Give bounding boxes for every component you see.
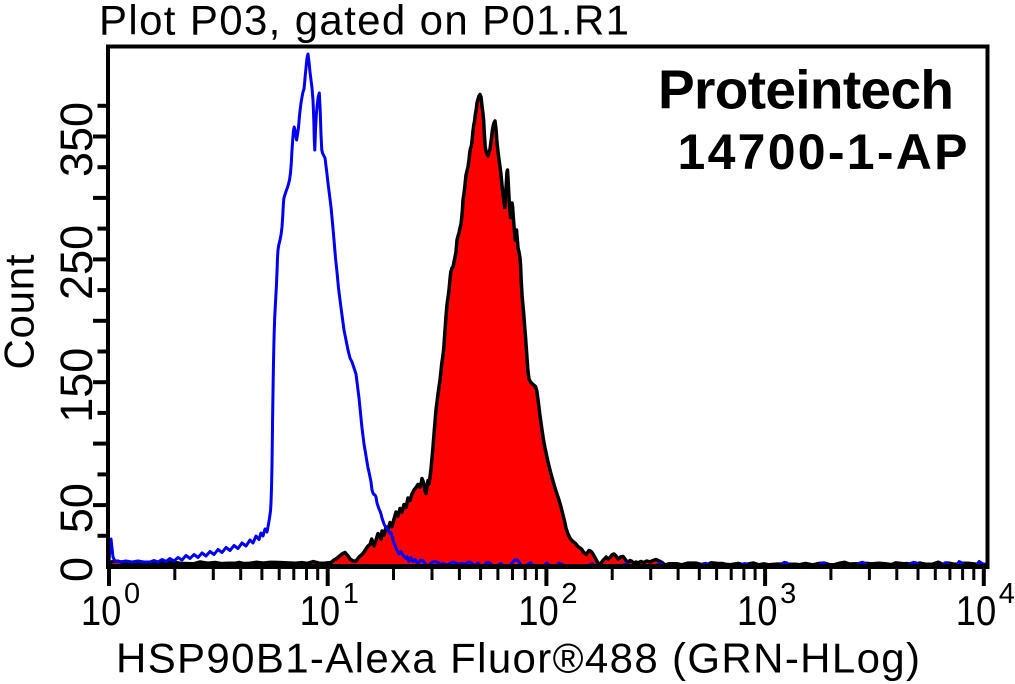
svg-text:4: 4 [999, 578, 1015, 610]
svg-text:HSP90B1-Alexa Fluor®488 (GRN-H: HSP90B1-Alexa Fluor®488 (GRN-HLog) [116, 635, 920, 682]
svg-text:10: 10 [956, 587, 997, 634]
svg-text:0: 0 [124, 578, 140, 610]
svg-text:0: 0 [51, 557, 102, 582]
svg-text:250: 250 [51, 225, 102, 300]
svg-text:Count: Count [0, 254, 43, 369]
svg-text:10: 10 [81, 587, 122, 634]
svg-text:1: 1 [343, 578, 359, 610]
svg-text:10: 10 [737, 587, 778, 634]
svg-text:10: 10 [518, 587, 559, 634]
svg-text:10: 10 [300, 587, 341, 634]
svg-text:50: 50 [51, 483, 102, 533]
svg-text:3: 3 [780, 578, 796, 610]
svg-text:14700-1-AP: 14700-1-AP [678, 124, 968, 180]
svg-text:Proteintech: Proteintech [658, 59, 954, 121]
svg-text:2: 2 [561, 578, 577, 610]
svg-text:150: 150 [51, 348, 102, 423]
svg-text:Plot P03, gated on P01.R1: Plot P03, gated on P01.R1 [99, 0, 629, 44]
svg-text:350: 350 [51, 102, 102, 177]
